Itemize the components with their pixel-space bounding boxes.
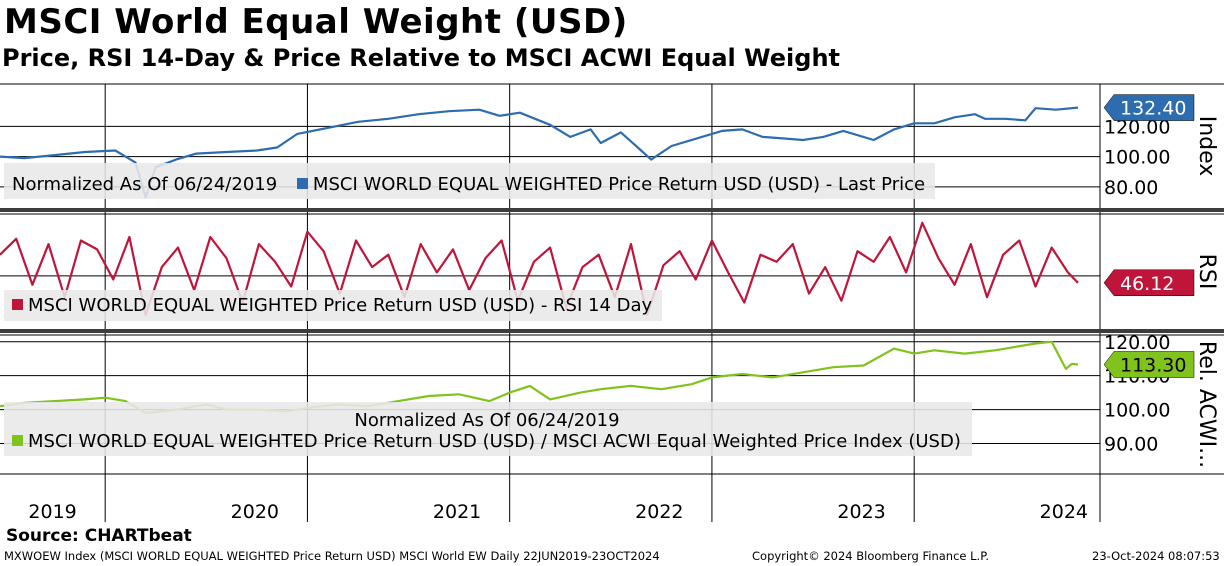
x-tick-label: 2020 [231,501,279,523]
x-tick-label: 2021 [433,501,481,523]
last-value-tag [1103,351,1195,378]
chart-title: MSCI World Equal Weight (USD) [4,2,628,42]
y-axis-title: Index [1194,116,1219,177]
last-value-label: 113.30 [1120,354,1186,376]
relative-legend: Normalized As Of 06/24/2019 MSCI WORLD E… [4,402,972,456]
rsi-legend-swatch [12,298,23,310]
chart-subtitle: Price, RSI 14-Day & Price Relative to MS… [2,44,840,72]
rsi-legend: MSCI WORLD EQUAL WEIGHTED Price Return U… [4,290,663,321]
y-axis-title: Rel. ACWI... [1194,341,1219,468]
last-value-tag [1103,94,1195,121]
relative-legend-note: Normalized As Of 06/24/2019 [354,410,620,431]
series-line-rsi [0,221,1079,316]
ticker-info: MXWOEW Index (MSCI WORLD EQUAL WEIGHTED … [4,549,660,563]
source-label: Source: CHARTbeat [6,526,192,546]
y-tick-label: 120.00 [1104,332,1170,354]
y-tick-label: 100.00 [1104,400,1170,422]
x-tick-label: 2023 [837,501,885,523]
series-line-price [0,106,1079,199]
price-legend: Normalized As Of 06/24/2019 MSCI WORLD E… [4,163,936,199]
relative-legend-swatch [12,434,23,446]
x-tick-label: 2022 [635,501,683,523]
y-axis-title: RSI [1194,254,1219,290]
x-tick-label: 2019 [28,501,76,523]
price-legend-swatch [296,177,308,189]
y-tick-label: 100.00 [1104,147,1170,169]
relative-legend-label: MSCI WORLD EQUAL WEIGHTED Price Return U… [28,431,961,452]
copyright: Copyright© 2024 Bloomberg Finance L.P. [752,549,989,563]
price-legend-note: Normalized As Of 06/24/2019 [12,174,278,195]
x-tick-label: 2024 [1040,501,1088,523]
last-value-label: 46.12 [1120,273,1174,295]
last-value-label: 132.40 [1120,98,1186,120]
last-value-tag [1103,269,1195,297]
y-tick-label: 120.00 [1104,116,1170,138]
y-tick-label: 90.00 [1104,433,1158,455]
price-legend-label: MSCI WORLD EQUAL WEIGHTED Price Return U… [312,174,926,195]
timestamp: 23-Oct-2024 08:07:53 [1092,549,1220,563]
panel-divider [0,329,1224,333]
rsi-legend-label: MSCI WORLD EQUAL WEIGHTED Price Return U… [28,295,653,316]
panel-divider [0,208,1224,212]
y-tick-label: 80.00 [1104,177,1158,199]
